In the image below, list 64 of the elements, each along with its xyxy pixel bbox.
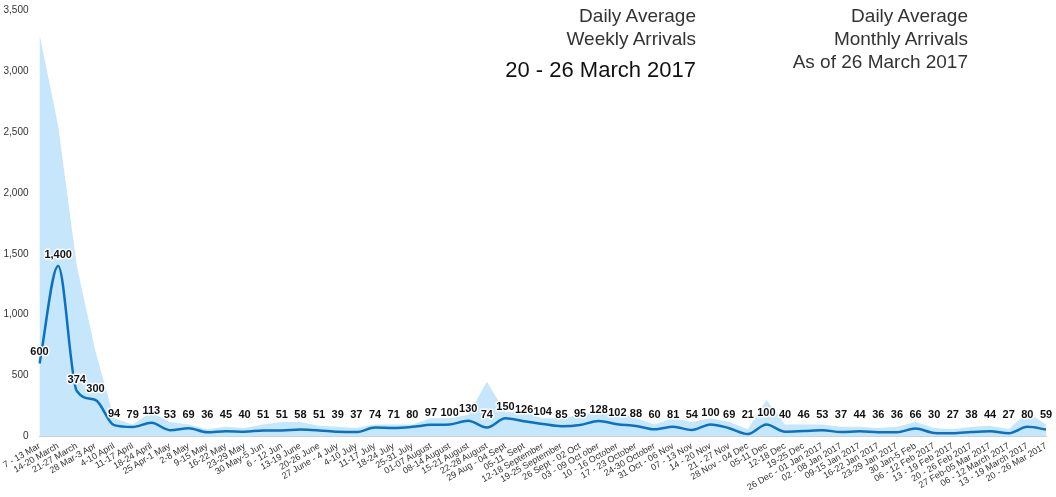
data-label: 80 — [406, 408, 419, 421]
y-tick-label: 3,000 — [3, 64, 29, 76]
data-label: 95 — [573, 406, 587, 419]
data-label: 51 — [257, 408, 270, 421]
data-label: 80 — [1021, 408, 1034, 421]
data-label: 53 — [816, 408, 829, 421]
data-label: 102 — [608, 405, 627, 418]
annotation: 20 - 26 March 2017 — [505, 57, 696, 82]
data-label: 27 — [1002, 408, 1015, 421]
data-label: 58 — [294, 408, 307, 421]
y-tick-label: 1,500 — [3, 247, 29, 259]
data-label: 94 — [107, 406, 122, 419]
data-label: 44 — [853, 408, 867, 421]
data-label: 51 — [275, 408, 288, 421]
annotation: Daily Average Weekly Arrivals — [566, 4, 696, 50]
data-label: 81 — [667, 408, 680, 421]
annotation: Daily Average Monthly Arrivals As of 26 March 2017 — [792, 4, 968, 73]
data-label: 40 — [238, 408, 251, 421]
y-tick-label: 3,500 — [3, 3, 29, 15]
data-label: 79 — [126, 408, 139, 421]
data-label: 45 — [219, 408, 233, 421]
data-label: 38 — [965, 408, 978, 421]
data-label: 100 — [440, 405, 459, 418]
data-label: 37 — [834, 408, 848, 421]
data-label: 36 — [201, 408, 214, 421]
data-label: 40 — [778, 408, 792, 421]
data-label: 74 — [368, 408, 383, 421]
data-label: 69 — [723, 408, 736, 421]
data-label: 60 — [648, 408, 661, 421]
data-label: 36 — [890, 408, 904, 421]
data-label: 100 — [757, 405, 776, 418]
data-label: 36 — [872, 408, 885, 421]
data-label: 37 — [350, 408, 363, 421]
data-label: 126 — [514, 402, 534, 415]
y-tick-label: 2,000 — [3, 186, 29, 198]
data-label: 69 — [182, 408, 195, 421]
data-label: 85 — [555, 407, 568, 420]
data-label: 54 — [685, 408, 699, 421]
data-label: 71 — [387, 408, 400, 421]
data-label: 74 — [480, 408, 494, 421]
y-tick-label: 2,500 — [3, 125, 29, 137]
data-label: 27 — [946, 408, 959, 421]
data-label: 30 — [928, 408, 941, 421]
data-label: 51 — [312, 408, 326, 421]
data-label: 100 — [701, 405, 720, 418]
data-label: 128 — [589, 402, 608, 415]
data-label: 97 — [424, 406, 438, 419]
data-label: 66 — [909, 408, 922, 421]
y-tick-label: 500 — [11, 369, 29, 381]
data-label: 104 — [533, 405, 553, 418]
data-label: 1,400 — [44, 247, 72, 260]
y-tick-label: 1,000 — [3, 308, 29, 320]
data-label: 44 — [983, 408, 998, 421]
data-label: 59 — [1039, 408, 1053, 421]
data-label: 113 — [142, 404, 161, 417]
y-tick-label: 0 — [22, 430, 29, 442]
data-label: 300 — [86, 381, 105, 394]
data-label: 46 — [797, 408, 810, 421]
data-label: 21 — [741, 408, 754, 421]
data-label: 39 — [331, 408, 344, 421]
data-label: 53 — [163, 408, 177, 421]
data-label: 130 — [459, 402, 478, 415]
data-label: 88 — [629, 407, 643, 420]
data-label: 150 — [496, 399, 515, 412]
